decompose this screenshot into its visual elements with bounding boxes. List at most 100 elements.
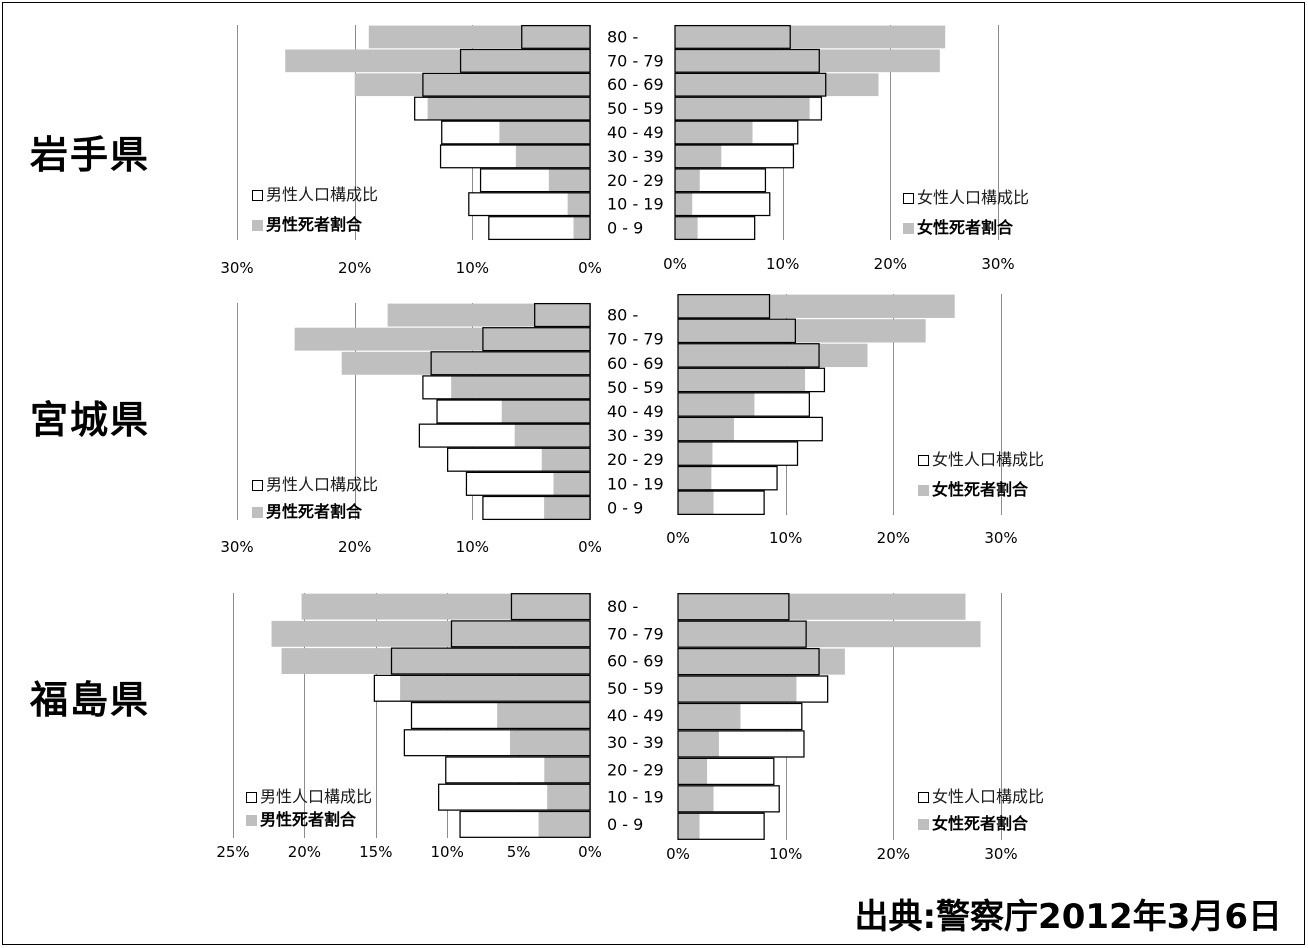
iwate-female-chart: 0% 10% 20% 30% bbox=[663, 24, 1015, 273]
age-category-label: 60 - 69 bbox=[607, 652, 664, 671]
age-category-labels: 80 - 70 - 79 60 - 69 50 - 59 40 - 49 30 - 39 2… bbox=[607, 306, 664, 518]
death-bar bbox=[544, 496, 590, 520]
age-category-label: 50 - 59 bbox=[607, 99, 664, 118]
legend-item-male-deaths: 男性死者割合 bbox=[252, 216, 362, 234]
death-bar bbox=[675, 49, 940, 73]
death-bar bbox=[501, 400, 590, 423]
population-bar-outline bbox=[677, 730, 805, 758]
iwate-male-chart: 30% 20% 10% 0% bbox=[220, 24, 602, 277]
population-bar-outline bbox=[438, 783, 591, 811]
x-tick-label: 0% bbox=[578, 538, 602, 556]
age-category-label: 10 - 19 bbox=[607, 195, 664, 214]
legend-swatch-deaths bbox=[252, 506, 263, 518]
legend-label: 女性人口構成比 bbox=[932, 787, 1045, 806]
death-bar bbox=[678, 441, 713, 466]
population-bar-outline bbox=[468, 192, 591, 217]
death-bar bbox=[538, 811, 590, 838]
legend-item-female-population: 女性人口構成比 bbox=[918, 451, 1044, 469]
population-bar-outline bbox=[677, 490, 765, 516]
death-bar bbox=[678, 676, 797, 703]
death-bar bbox=[675, 25, 946, 49]
legend-swatch-deaths bbox=[903, 222, 914, 234]
prefecture-label-miyagi: 宮城県 bbox=[30, 398, 151, 442]
age-category-label: 80 - bbox=[607, 306, 638, 325]
death-bar bbox=[451, 375, 590, 399]
death-bar bbox=[341, 351, 590, 375]
population-bar-outline bbox=[479, 168, 591, 193]
age-category-label: 0 - 9 bbox=[607, 815, 643, 834]
legend-swatch-deaths bbox=[918, 818, 929, 830]
age-category-label: 60 - 69 bbox=[607, 354, 664, 373]
age-category-label: 0 - 9 bbox=[607, 498, 643, 517]
legend-swatch-population bbox=[903, 192, 914, 204]
age-category-label: 30 - 39 bbox=[607, 733, 664, 752]
population-bar-outline bbox=[677, 441, 799, 466]
prefecture-label-fukushima: 福島県 bbox=[30, 678, 151, 722]
death-bar bbox=[499, 121, 590, 144]
population-bar-outline bbox=[677, 702, 803, 731]
legend-label: 女性人口構成比 bbox=[932, 450, 1045, 469]
population-bar-outline bbox=[422, 375, 591, 400]
death-bar bbox=[678, 593, 966, 620]
population-bar bbox=[488, 216, 590, 240]
death-bar bbox=[400, 675, 590, 702]
legend-label: 男性人口構成比 bbox=[260, 787, 373, 806]
population-bar-outline bbox=[422, 72, 591, 97]
population-bar-outline bbox=[373, 674, 591, 702]
death-bar bbox=[678, 758, 708, 785]
x-tick-label: 0% bbox=[666, 845, 690, 863]
legend-swatch-population bbox=[918, 454, 929, 466]
miyagi-male-chart: 30% 20% 10% 0% bbox=[220, 302, 602, 556]
population-bar-outline bbox=[674, 192, 771, 217]
population-bar-outline bbox=[521, 24, 591, 49]
death-bar bbox=[675, 168, 700, 192]
age-category-labels: 80 - 70 - 79 60 - 69 50 - 59 40 - 49 30 - 39 2… bbox=[607, 597, 664, 834]
fukushima-male-chart: 25% 20% 15% 10% 5% 0% bbox=[216, 593, 602, 861]
age-category-label: 70 - 79 bbox=[607, 624, 664, 643]
x-tick-label: 20% bbox=[288, 843, 321, 861]
population-bar-outline bbox=[674, 144, 795, 169]
x-tick-label: 10% bbox=[769, 529, 802, 547]
death-bar bbox=[285, 49, 590, 73]
population-bar-outline bbox=[674, 120, 799, 145]
age-category-label: 30 - 39 bbox=[607, 147, 664, 166]
x-tick-label: 10% bbox=[766, 255, 799, 273]
population-bar-outline bbox=[414, 96, 591, 121]
x-tick-label: 10% bbox=[456, 259, 489, 277]
population-bar-outline bbox=[677, 392, 810, 417]
x-tick-label: 5% bbox=[507, 843, 531, 861]
legend-swatch-deaths bbox=[918, 484, 929, 496]
death-bar bbox=[548, 168, 590, 192]
age-category-label: 80 - bbox=[607, 597, 638, 616]
age-category-label: 20 - 29 bbox=[607, 450, 664, 469]
population-bar-outline bbox=[674, 96, 823, 121]
population-bar-outline bbox=[482, 327, 591, 352]
population-bar-outline bbox=[674, 216, 756, 241]
age-category-label: 70 - 79 bbox=[607, 330, 664, 349]
death-bar bbox=[547, 784, 590, 811]
death-bar bbox=[497, 702, 590, 729]
population-bar-outline bbox=[677, 343, 820, 368]
population-bar bbox=[468, 192, 590, 216]
population-bar-outline bbox=[534, 302, 591, 328]
death-bar bbox=[678, 294, 955, 318]
age-category-labels: 80 - 70 - 79 60 - 69 50 - 59 40 - 49 30 - 39 2… bbox=[607, 27, 664, 237]
population-bar-outline bbox=[436, 399, 591, 424]
population-bar-outline bbox=[439, 144, 591, 169]
x-tick-label: 30% bbox=[220, 259, 253, 277]
age-category-label: 20 - 29 bbox=[607, 760, 664, 779]
age-category-label: 40 - 49 bbox=[607, 123, 664, 142]
x-tick-label: 20% bbox=[338, 538, 371, 556]
death-bar bbox=[678, 417, 734, 441]
population-bar-outline bbox=[677, 318, 796, 344]
population-bar-outline bbox=[430, 351, 591, 376]
death-bar bbox=[515, 145, 590, 168]
population-bar-outline bbox=[677, 293, 771, 319]
legend-swatch-population bbox=[252, 479, 263, 491]
population-bar-outline bbox=[441, 120, 591, 145]
death-bar bbox=[678, 730, 719, 757]
legend-item-female-deaths: 女性死者割合 bbox=[903, 219, 1013, 237]
legend-item-male-population: 男性人口構成比 bbox=[252, 476, 378, 494]
population-bar-outline bbox=[403, 729, 591, 757]
